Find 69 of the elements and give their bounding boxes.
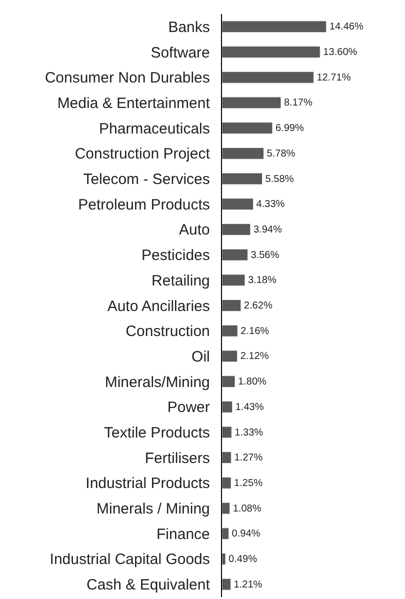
y-tick-label: Oil (192, 348, 210, 366)
y-tick-label: Construction Project (74, 146, 211, 163)
bar (222, 476, 232, 489)
data-label: 1.27% (234, 452, 263, 464)
bar (222, 248, 248, 261)
bar (222, 553, 226, 565)
bar (222, 46, 320, 58)
data-label: 2.12% (240, 351, 269, 362)
y-tick-label: Consumer Non Durables (44, 70, 210, 87)
bar (222, 71, 314, 84)
bar (222, 426, 232, 438)
bar (222, 350, 238, 362)
y-tick-label: Minerals/Mining (104, 374, 210, 391)
bar (222, 452, 232, 464)
y-tick-label: Auto (179, 222, 210, 239)
bar (222, 198, 254, 210)
bar (222, 122, 273, 134)
data-label: 4.33% (256, 199, 285, 210)
y-tick-label: Industrial Products (86, 475, 210, 492)
data-label: 13.60% (323, 47, 358, 58)
data-label: 12.71% (316, 72, 351, 84)
data-label: 1.08% (232, 503, 262, 514)
y-tick-label: Telecom - Services (83, 171, 210, 188)
y-tick-label: Industrial Capital Goods (50, 551, 210, 568)
bar (222, 20, 327, 33)
data-label: 1.80% (238, 376, 267, 388)
data-label: 2.62% (244, 300, 272, 312)
data-label: 1.33% (234, 427, 264, 438)
y-tick-label: Construction (126, 323, 210, 340)
y-tick-label: Auto Ancillaries (107, 298, 210, 315)
y-tick-label: Minerals / Mining (96, 500, 210, 518)
bar (222, 224, 251, 236)
bar (222, 274, 246, 286)
y-tick-label: Banks (168, 18, 210, 36)
y-tick-label: Fertilisers (144, 450, 210, 467)
y-tick-label: Pharmaceuticals (99, 120, 210, 138)
y-tick-label: Power (167, 399, 210, 416)
data-label: 3.94% (253, 224, 282, 236)
y-tick-label: Finance (156, 526, 210, 543)
bar (222, 400, 233, 413)
bar (222, 300, 242, 312)
y-tick-label: Retailing (152, 272, 210, 290)
bar (222, 324, 238, 337)
bar (222, 376, 236, 388)
data-label: 5.78% (266, 148, 296, 160)
y-tick-label: Cash & Equivalent (86, 576, 211, 594)
y-tick-label: Media & Entertainment (57, 94, 211, 112)
bar (222, 528, 230, 540)
bar (222, 96, 282, 109)
data-label: 2.16% (240, 326, 270, 337)
bar (222, 147, 264, 160)
y-tick-label: Textile Products (104, 424, 210, 442)
y-tick-label: Petroleum Products (78, 196, 210, 214)
y-tick-label: Software (150, 44, 210, 62)
data-label: 1.21% (234, 579, 262, 590)
bar (222, 502, 230, 514)
data-label: 3.18% (248, 275, 277, 286)
data-label: 0.94% (232, 528, 260, 540)
data-label: 1.43% (235, 402, 264, 413)
bar (222, 578, 231, 590)
y-tick-label: Pesticides (142, 247, 210, 264)
data-label: 8.17% (284, 98, 313, 109)
data-label: 5.58% (265, 174, 294, 185)
data-label: 14.46% (329, 22, 364, 33)
data-label: 3.56% (250, 250, 280, 261)
data-label: 0.49% (228, 554, 258, 565)
data-label: 1.25% (234, 478, 263, 489)
bar (222, 172, 262, 185)
data-label: 6.99% (275, 123, 304, 134)
